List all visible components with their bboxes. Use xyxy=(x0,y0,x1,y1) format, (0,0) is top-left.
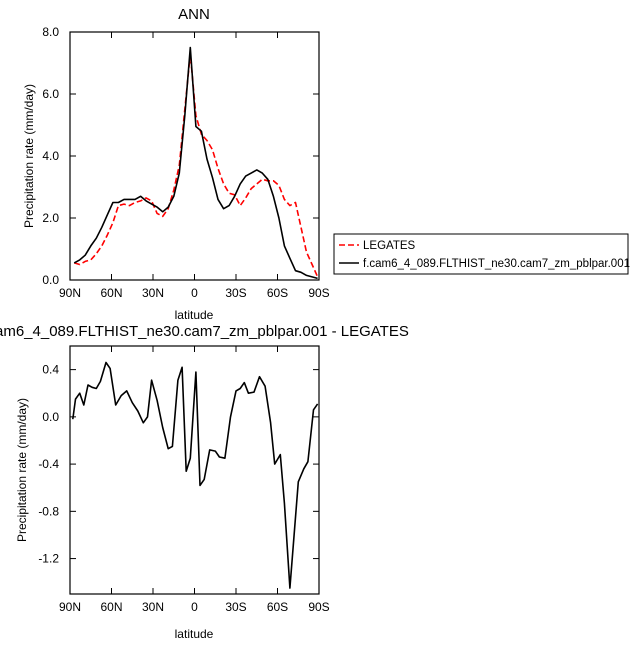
chart-2-x-tick-label: 90N xyxy=(59,600,81,614)
chart-1-x-tick-label: 90N xyxy=(59,286,81,300)
chart-2-x-tick-label: 30N xyxy=(142,600,164,614)
chart-2-y-tick-label: 0.4 xyxy=(42,363,59,377)
chart-2-x-tick-label: 90S xyxy=(308,600,329,614)
chart-1-axes-layer: 90N 60N 30N 0 30S 60S 90S 0.0 2.0 4.0 6.0 8.0 xyxy=(42,25,329,300)
chart-1-x-tick-label: 0 xyxy=(191,286,198,300)
chart-1-y-tick-label: 2.0 xyxy=(42,211,59,225)
legend-box xyxy=(333,233,629,275)
chart-1-x-tick-label: 90S xyxy=(308,286,329,300)
chart-1-y-tick-label: 8.0 xyxy=(42,25,59,39)
chart-2-series-layer xyxy=(72,361,319,589)
chart-2-x-tick-label: 60N xyxy=(100,600,122,614)
chart-2-y-tick-label: -0.4 xyxy=(38,457,59,471)
chart-1-y-tick-label: 0.0 xyxy=(42,273,59,287)
chart-1-plot-frame xyxy=(69,31,320,281)
chart-2-x-tick-label: 0 xyxy=(191,600,198,614)
legend-label-legates: LEGATES xyxy=(363,240,416,252)
chart-1-x-axis-label: latitude xyxy=(175,308,214,322)
chart-1-y-axis-label: Precipitation rate (mm/day) xyxy=(22,84,36,228)
chart-1-x-tick-label: 30N xyxy=(142,286,164,300)
chart-1-y-tick-label: 4.0 xyxy=(42,149,59,163)
chart-2-series-model-line xyxy=(72,361,319,589)
chart-2-x-axis-label: latitude xyxy=(175,627,214,641)
chart-1-series-legates-line xyxy=(73,52,319,278)
chart-1-series-model-line xyxy=(73,46,318,280)
chart-1-x-tick-label: 60N xyxy=(100,286,122,300)
chart-2-title: f.cam6_4_089.FLTHIST_ne30.cam7_zm_pblpar… xyxy=(0,323,409,340)
chart-2-y-tick-label: -1.2 xyxy=(38,552,59,566)
chart-2: f.cam6_4_089.FLTHIST_ne30.cam7_zm_pblpar… xyxy=(0,323,409,641)
chart-1-x-tick-label: 60S xyxy=(267,286,288,300)
chart-1-title: ANN xyxy=(178,6,210,23)
chart-1: ANN 90N 60N 30N 0 30S 60S 90S 0.0 2.0 4.0 6.0 8.0 l… xyxy=(22,6,630,322)
chart-2-y-tick-label: 0.0 xyxy=(42,410,59,424)
chart-2-x-tick-label: 60S xyxy=(267,600,288,614)
chart-2-y-axis-label: Precipitation rate (mm/day) xyxy=(15,398,29,542)
chart-2-x-tick-label: 30S xyxy=(225,600,246,614)
legend-label-model: f.cam6_4_089.FLTHIST_ne30.cam7_zm_pblpar… xyxy=(363,258,630,270)
chart-1-legend: LEGATES f.cam6_4_089.FLTHIST_ne30.cam7_z… xyxy=(333,233,630,275)
chart-2-y-tick-label: -0.8 xyxy=(38,504,59,518)
chart-2-axes-layer: 90N 60N 30N 0 30S 60S 90S -1.2 -0.8 -0.4 0.0 0.4 xyxy=(38,346,330,614)
chart-1-series-layer xyxy=(73,46,319,280)
chart-1-x-tick-label: 30S xyxy=(225,286,246,300)
chart-1-y-tick-label: 6.0 xyxy=(42,87,59,101)
